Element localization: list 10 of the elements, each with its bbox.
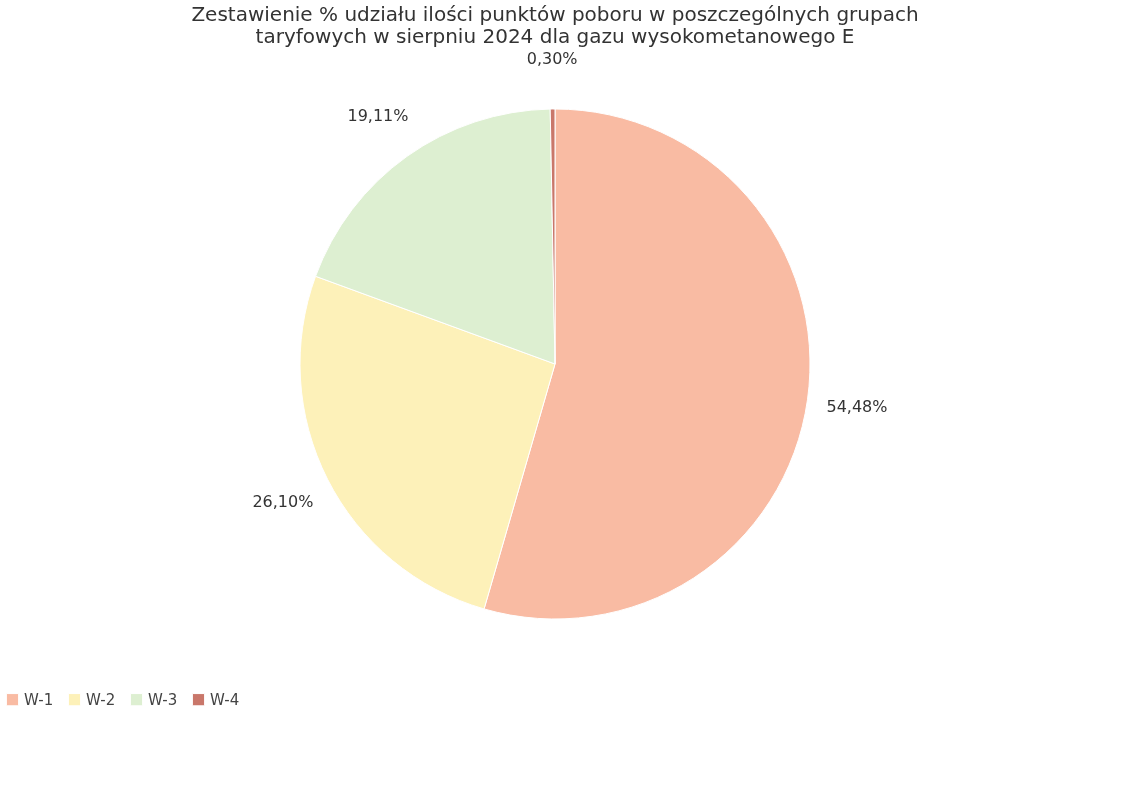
data-label: 54,48% [826, 396, 888, 416]
data-label: 26,10% [252, 491, 314, 511]
data-label: 0,30% [526, 49, 578, 69]
text: Zestawienie % udziału ilości punktów poboru w poszczególnych grupach [191, 2, 919, 27]
legend-label: W-4 [210, 690, 240, 709]
text: taryfowych w sierpniu 2024 dla gazu wysokometanowego E [255, 24, 855, 49]
legend-label: W-3 [148, 690, 178, 709]
legend-label: W-1 [24, 690, 54, 709]
data-label: 19,11% [347, 105, 409, 125]
legend-label: W-2 [86, 690, 116, 709]
